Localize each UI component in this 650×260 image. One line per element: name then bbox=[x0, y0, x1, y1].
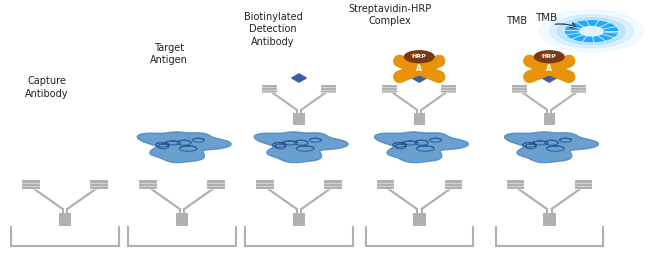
Bar bbox=[321, 85, 336, 93]
Bar bbox=[176, 213, 183, 226]
Text: HRP: HRP bbox=[412, 54, 426, 59]
Circle shape bbox=[534, 51, 564, 63]
Bar bbox=[543, 213, 551, 226]
Bar bbox=[298, 113, 305, 125]
Text: TMB: TMB bbox=[535, 13, 557, 23]
Bar bbox=[292, 213, 300, 226]
Polygon shape bbox=[542, 74, 556, 82]
Polygon shape bbox=[254, 132, 348, 163]
Bar bbox=[506, 180, 524, 190]
Text: Streptavidin-HRP
Complex: Streptavidin-HRP Complex bbox=[348, 4, 432, 26]
Bar bbox=[413, 113, 421, 125]
Circle shape bbox=[541, 54, 550, 57]
Circle shape bbox=[566, 21, 618, 42]
Bar bbox=[298, 213, 305, 226]
Bar bbox=[418, 213, 426, 226]
Circle shape bbox=[404, 51, 434, 63]
Bar bbox=[262, 85, 277, 93]
Polygon shape bbox=[504, 132, 599, 163]
Bar bbox=[445, 180, 462, 190]
Bar bbox=[64, 213, 72, 226]
Circle shape bbox=[411, 66, 428, 72]
Circle shape bbox=[411, 54, 420, 57]
Bar bbox=[22, 180, 40, 190]
Text: TMB: TMB bbox=[506, 16, 527, 26]
Text: Capture
Antibody: Capture Antibody bbox=[25, 76, 68, 99]
Bar bbox=[575, 180, 592, 190]
Bar bbox=[181, 213, 188, 226]
Text: A: A bbox=[416, 64, 422, 73]
Bar bbox=[58, 213, 66, 226]
Text: HRP: HRP bbox=[542, 54, 556, 59]
Polygon shape bbox=[292, 74, 306, 82]
Text: Target
Antigen: Target Antigen bbox=[150, 43, 188, 65]
Bar bbox=[548, 113, 555, 125]
Circle shape bbox=[550, 15, 633, 48]
Bar bbox=[382, 85, 397, 93]
Circle shape bbox=[540, 10, 644, 52]
Bar bbox=[418, 113, 425, 125]
Polygon shape bbox=[137, 132, 231, 163]
Bar bbox=[90, 180, 108, 190]
Bar bbox=[256, 180, 274, 190]
Bar bbox=[441, 85, 456, 93]
Bar bbox=[376, 180, 394, 190]
Bar bbox=[324, 180, 342, 190]
Bar bbox=[512, 85, 527, 93]
Circle shape bbox=[558, 18, 625, 45]
Polygon shape bbox=[374, 132, 469, 163]
Circle shape bbox=[541, 66, 558, 72]
Bar bbox=[543, 113, 551, 125]
Text: A: A bbox=[546, 64, 552, 73]
Bar bbox=[207, 180, 225, 190]
Bar bbox=[293, 113, 300, 125]
Bar bbox=[548, 213, 556, 226]
Circle shape bbox=[580, 27, 603, 36]
Bar bbox=[413, 213, 421, 226]
Bar bbox=[571, 85, 586, 93]
Bar bbox=[139, 180, 157, 190]
Text: Biotinylated
Detection
Antibody: Biotinylated Detection Antibody bbox=[244, 12, 302, 47]
Polygon shape bbox=[412, 74, 426, 82]
